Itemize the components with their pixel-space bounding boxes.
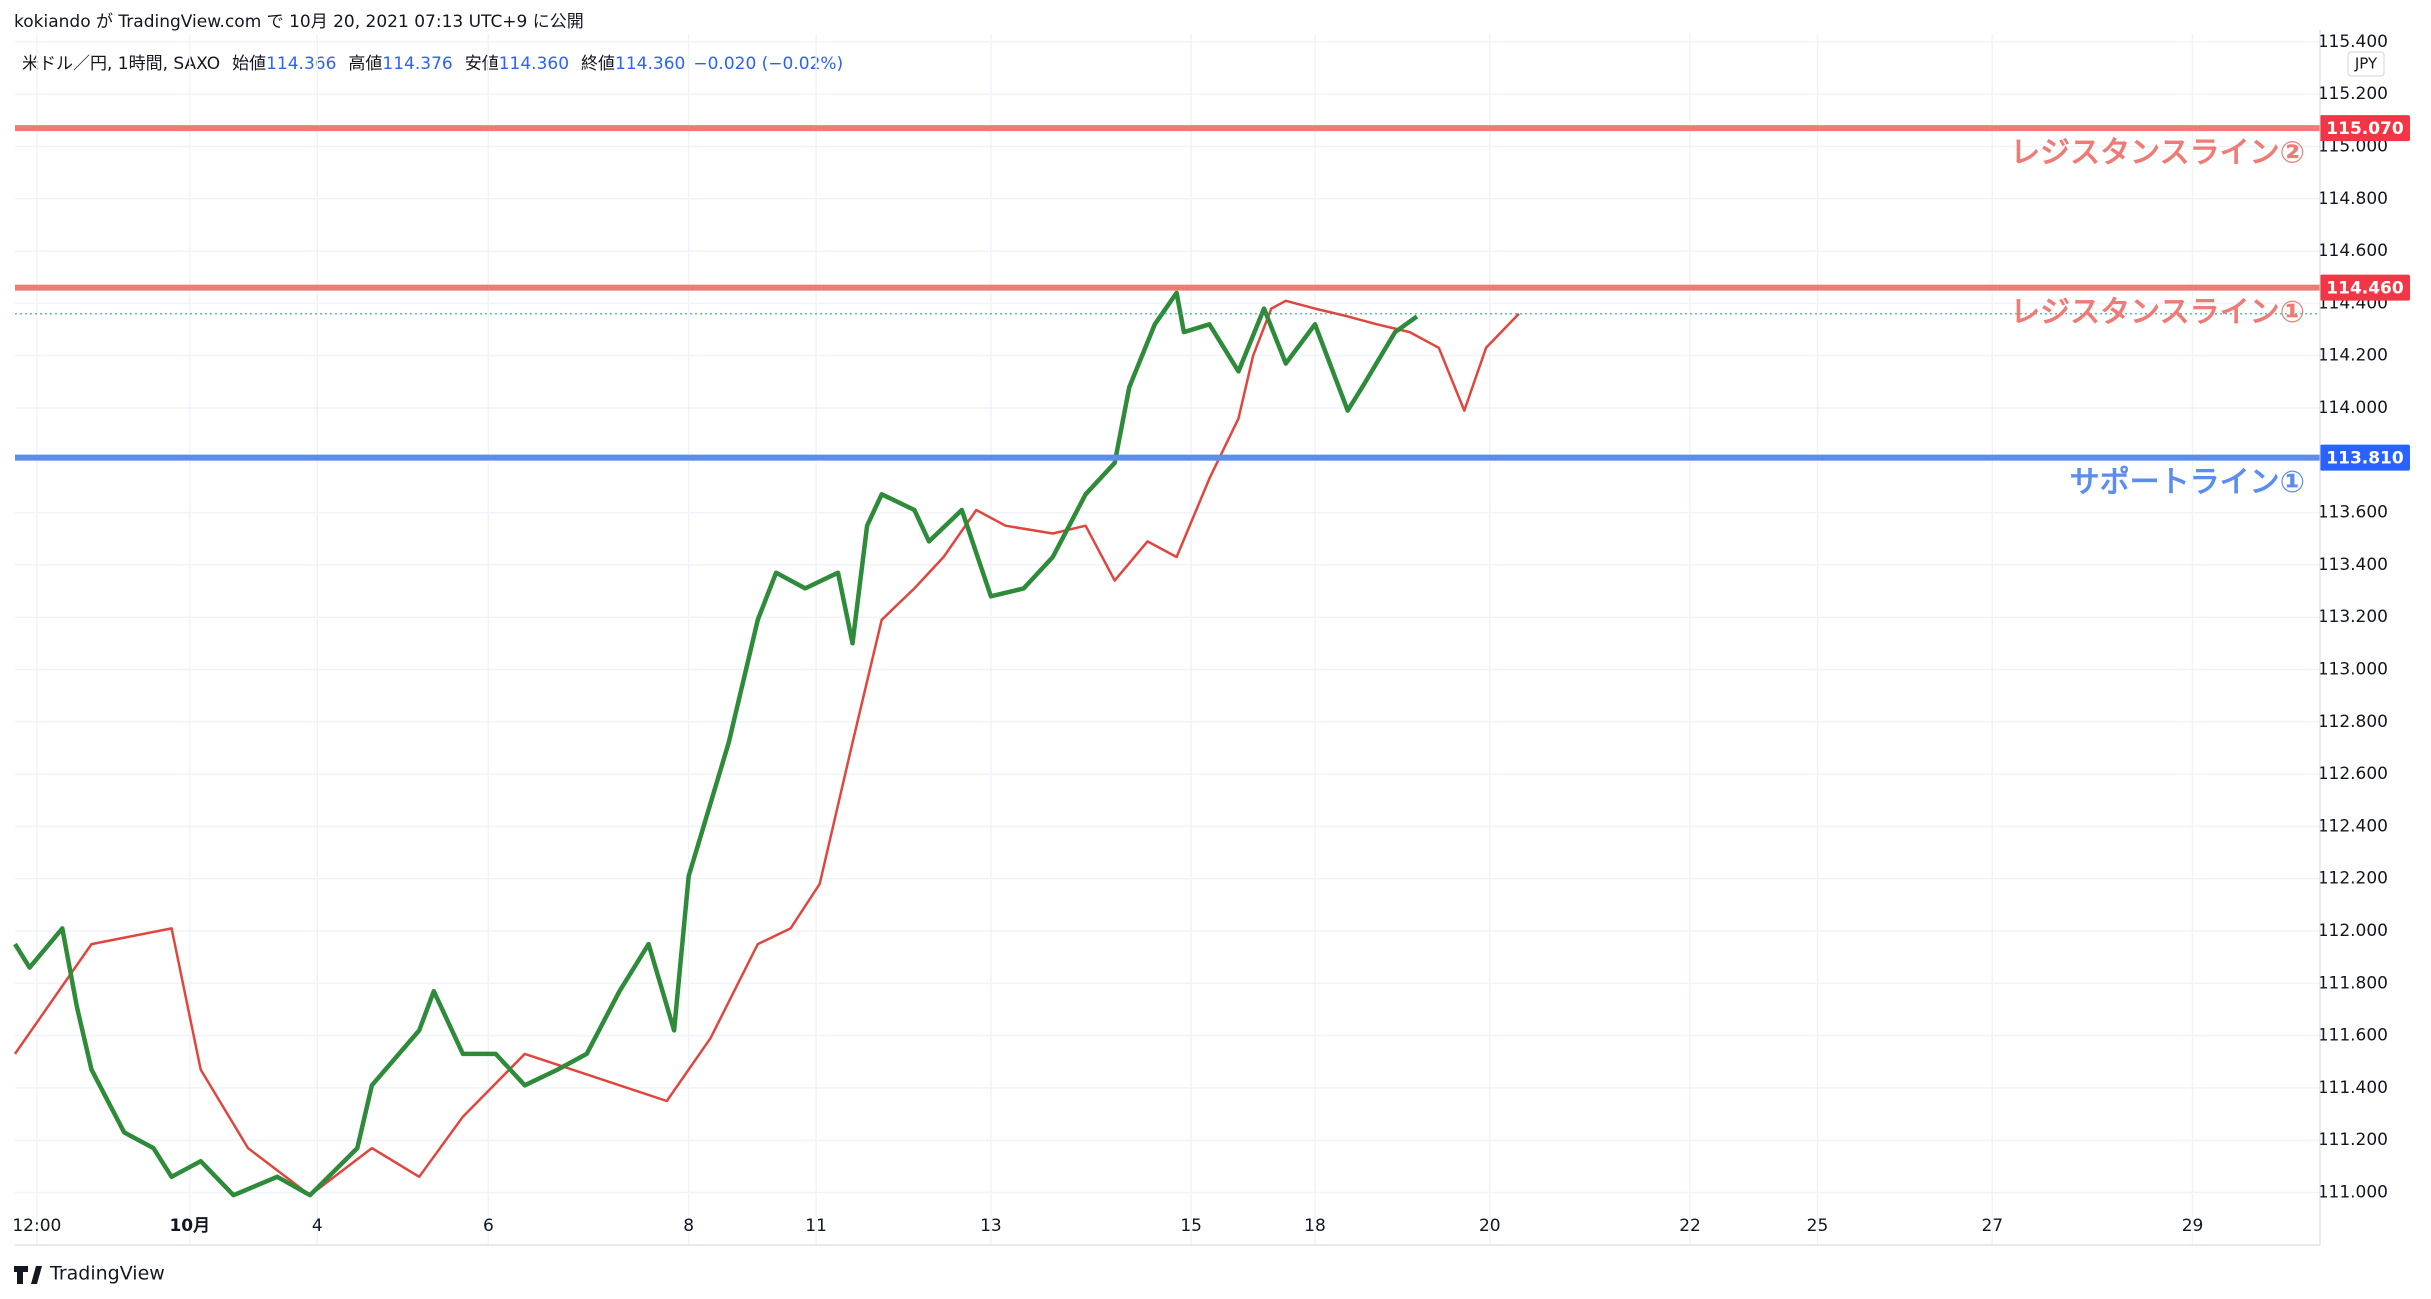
y-tick-label: 114.200 [2318, 346, 2388, 366]
y-tick-label: 113.200 [2318, 607, 2388, 627]
y-tick-label: 113.000 [2318, 659, 2388, 679]
line-annotation: レジスタンスライン② [2010, 136, 2305, 171]
x-tick-label: 25 [1807, 1216, 1829, 1236]
published-line: kokiando が TradingView.com で 10月 20, 202… [14, 12, 584, 32]
y-tick-label: 111.200 [2318, 1130, 2388, 1150]
price-badge-label: 114.460 [2326, 279, 2404, 299]
y-tick-label: 111.600 [2318, 1026, 2388, 1046]
x-tick-label: 6 [483, 1216, 494, 1236]
x-tick-label: 29 [2182, 1216, 2204, 1236]
footer-brand: TradingView [49, 1263, 165, 1285]
y-tick-label: 113.400 [2318, 555, 2388, 575]
x-tick-label: 8 [683, 1216, 694, 1236]
currency-box [2347, 51, 2385, 77]
y-tick-label: 111.400 [2318, 1078, 2388, 1098]
x-tick-label: 12:00 [12, 1216, 61, 1236]
ohlc-label: 安値 [465, 54, 499, 74]
y-tick-label: 111.000 [2318, 1183, 2388, 1203]
y-tick-label: 113.600 [2318, 503, 2388, 523]
x-tick-label: 13 [980, 1216, 1002, 1236]
price-badge [2320, 274, 2410, 301]
y-tick-label: 112.600 [2318, 764, 2388, 784]
y-tick-label: 115.200 [2318, 84, 2388, 104]
logo-icon [14, 1266, 42, 1284]
y-tick-label: 112.800 [2318, 712, 2388, 732]
line-annotation: サポートライン① [2070, 465, 2305, 500]
y-tick-label: 114.600 [2318, 241, 2388, 261]
x-tick-label: 10月 [169, 1216, 210, 1236]
x-tick-label: 22 [1679, 1216, 1701, 1236]
plot-area: 111.000 111.200 111.400 111.600 111.800 112.0… [12, 32, 2410, 1245]
x-tick-label: 15 [1180, 1216, 1202, 1236]
ohlc-label: 高値 [348, 54, 382, 74]
x-tick-label: 27 [1981, 1216, 2003, 1236]
price-line [13, 290, 1419, 1198]
x-tick-label: 20 [1479, 1216, 1501, 1236]
y-tick-label: 112.400 [2318, 816, 2388, 836]
x-tick-label: 18 [1304, 1216, 1326, 1236]
symbol: 米ドル／円, 1時間, SAXO [22, 54, 220, 74]
price-badge [2320, 444, 2410, 471]
info-text: 米ドル／円, 1時間, SAXO 始値114.366 高値114.376 安値114.… [22, 54, 843, 74]
y-tick-label: 112.200 [2318, 869, 2388, 889]
info-line: 米ドル／円, 1時間, SAXO 始値114.366 高値114.376 安値114.… [22, 54, 843, 74]
ohlc-value: 114.376 [382, 54, 452, 74]
y-tick-label: 111.800 [2318, 973, 2388, 993]
price-badge-label: 115.070 [2326, 119, 2404, 139]
y-tick-label: 114.000 [2318, 398, 2388, 418]
x-tick-label: 11 [805, 1216, 827, 1236]
line-annotation: レジスタンスライン① [2010, 295, 2305, 330]
currency-label: JPY [2354, 55, 2378, 73]
ohlc-label: 終値 [581, 54, 615, 74]
ohlc-value: 114.360 [615, 54, 685, 74]
ohlc-label: 始値 [232, 54, 266, 74]
price-badge [2320, 115, 2410, 142]
ohlc-value: 114.360 [499, 54, 569, 74]
price-badge-label: 113.810 [2326, 449, 2404, 469]
x-tick-label: 4 [312, 1216, 323, 1236]
change: −0.020 (−0.02%) [693, 54, 843, 74]
price-line [13, 299, 1520, 1197]
y-tick-label: 115.400 [2318, 32, 2388, 52]
y-tick-label: 112.000 [2318, 921, 2388, 941]
y-tick-label: 115.000 [2318, 136, 2388, 156]
footer-logo [14, 1266, 42, 1284]
ohlc-value: 114.366 [266, 54, 336, 74]
y-tick-label: 114.800 [2318, 189, 2388, 209]
